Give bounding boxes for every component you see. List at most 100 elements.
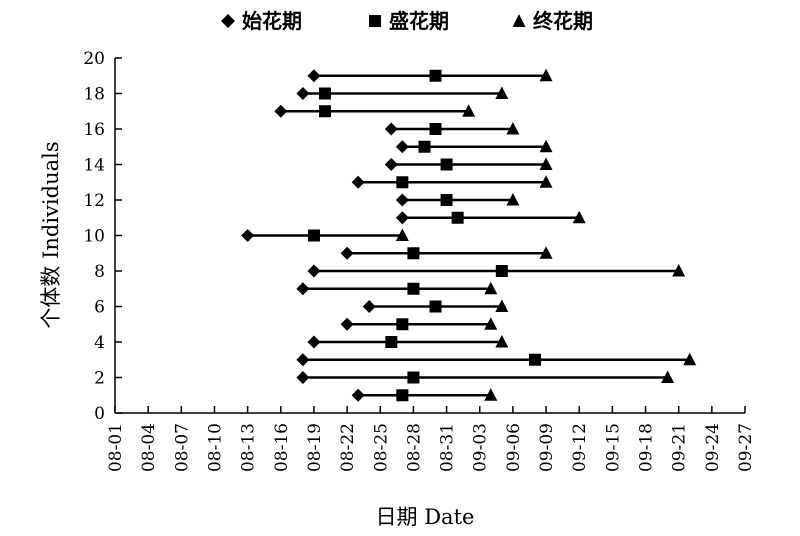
individual-range <box>384 122 520 136</box>
peak-flowering-point <box>429 300 442 313</box>
y-tick-label: 10 <box>83 227 105 247</box>
first-flowering-point <box>384 158 398 171</box>
individual-range <box>395 210 586 225</box>
x-tick-label: 08-19 <box>305 423 325 472</box>
first-flowering-point <box>395 140 409 154</box>
end-flowering-point <box>495 335 509 348</box>
peak-flowering-point <box>396 176 409 189</box>
end-flowering-point <box>395 228 409 241</box>
x-tick-label: 08-10 <box>205 423 225 472</box>
legend-item-peak-flowering: 盛花期 <box>369 9 449 33</box>
end-flowering-point <box>539 246 553 259</box>
peak-flowering-point <box>429 69 442 82</box>
first-flowering-point <box>307 264 321 278</box>
x-tick-label: 08-07 <box>172 423 192 472</box>
end-flowering-point <box>506 193 520 206</box>
x-tick-label: 08-28 <box>404 423 424 472</box>
x-axis-title: 日期 Date <box>376 505 475 529</box>
y-tick-label: 8 <box>94 262 105 282</box>
legend-item-first-flowering: 始花期 <box>221 9 302 33</box>
x-tick-label: 09-18 <box>637 423 657 472</box>
peak-flowering-point <box>495 265 508 277</box>
individual-range <box>307 68 553 83</box>
peak-flowering-point <box>407 371 420 384</box>
y-axis-title: 个体数 Individuals <box>39 141 63 328</box>
legend-label-peak-flowering: 盛花期 <box>389 9 449 33</box>
individual-range <box>340 317 498 331</box>
legend: 始花期 盛花期 终花期 <box>221 9 593 33</box>
x-tick-label: 09-06 <box>504 423 524 472</box>
legend-diamond-icon <box>221 14 235 28</box>
end-flowering-point <box>539 68 553 82</box>
individual-ranges <box>241 68 697 402</box>
first-flowering-point <box>307 69 321 83</box>
peak-flowering-point <box>385 336 398 348</box>
y-tick-label: 18 <box>83 85 105 105</box>
peak-flowering-point <box>307 229 320 242</box>
legend-label-end-flowering: 终花期 <box>533 9 593 33</box>
individual-range <box>296 281 498 296</box>
x-tick-label: 08-16 <box>272 423 292 472</box>
end-flowering-point <box>495 299 509 312</box>
x-tick-label: 08-04 <box>139 423 159 472</box>
end-flowering-point <box>506 122 520 135</box>
peak-flowering-point <box>529 353 541 366</box>
end-flowering-point <box>484 317 498 330</box>
x-tick-label: 08-01 <box>106 423 126 472</box>
first-flowering-point <box>351 175 365 189</box>
end-flowering-point <box>661 370 675 383</box>
peak-flowering-point <box>396 389 409 402</box>
peak-flowering-point <box>407 247 420 260</box>
y-tick-label: 12 <box>83 191 105 211</box>
individual-range <box>395 193 520 207</box>
x-tick-label: 08-13 <box>239 423 259 472</box>
end-flowering-point <box>495 86 509 99</box>
first-flowering-point <box>241 229 255 242</box>
end-flowering-point <box>539 175 553 188</box>
first-flowering-point <box>340 246 354 260</box>
x-ticks: 08-01 08-04 08-07 08-10 08-13 08-16 08-19 08-22… <box>106 406 756 472</box>
first-flowering-point <box>351 388 365 402</box>
first-flowering-point <box>395 193 409 207</box>
x-tick-label: 09-21 <box>670 423 690 472</box>
y-tick-label: 14 <box>83 156 105 176</box>
first-flowering-point <box>296 282 310 296</box>
peak-flowering-point <box>396 318 409 331</box>
legend-label-first-flowering: 始花期 <box>242 9 302 33</box>
end-flowering-point <box>683 352 697 366</box>
end-flowering-point <box>462 104 476 117</box>
x-tick-label: 09-03 <box>471 423 491 472</box>
first-flowering-point <box>340 317 354 331</box>
individual-range <box>351 388 498 402</box>
y-tick-label: 6 <box>94 298 105 318</box>
peak-flowering-point <box>451 211 464 224</box>
end-flowering-point <box>572 210 586 224</box>
y-ticks: 0 2 4 6 8 10 12 14 16 18 20 <box>83 49 122 424</box>
x-tick-label: 08-25 <box>371 423 391 472</box>
individual-range <box>296 86 509 100</box>
individual-range <box>274 104 476 118</box>
individual-range <box>351 175 553 189</box>
first-flowering-point <box>307 335 321 349</box>
individual-range <box>395 139 553 154</box>
individual-range <box>307 264 686 278</box>
peak-flowering-point <box>319 105 331 118</box>
end-flowering-point <box>539 157 553 170</box>
individual-range <box>340 246 553 260</box>
y-tick-label: 0 <box>94 404 105 424</box>
y-tick-label: 16 <box>83 120 105 140</box>
legend-item-end-flowering: 终花期 <box>512 9 593 33</box>
individual-range <box>296 352 697 367</box>
peak-flowering-point <box>418 140 431 153</box>
end-flowering-point <box>484 281 498 295</box>
x-tick-label: 09-24 <box>703 423 723 472</box>
peak-flowering-point <box>319 87 331 100</box>
first-flowering-point <box>362 300 376 313</box>
end-flowering-point <box>539 139 553 153</box>
individual-range <box>384 157 553 171</box>
y-tick-label: 4 <box>94 333 105 353</box>
peak-flowering-point <box>429 123 442 135</box>
first-flowering-point <box>395 211 409 225</box>
x-tick-label: 09-15 <box>603 423 623 472</box>
legend-square-icon <box>369 15 381 27</box>
